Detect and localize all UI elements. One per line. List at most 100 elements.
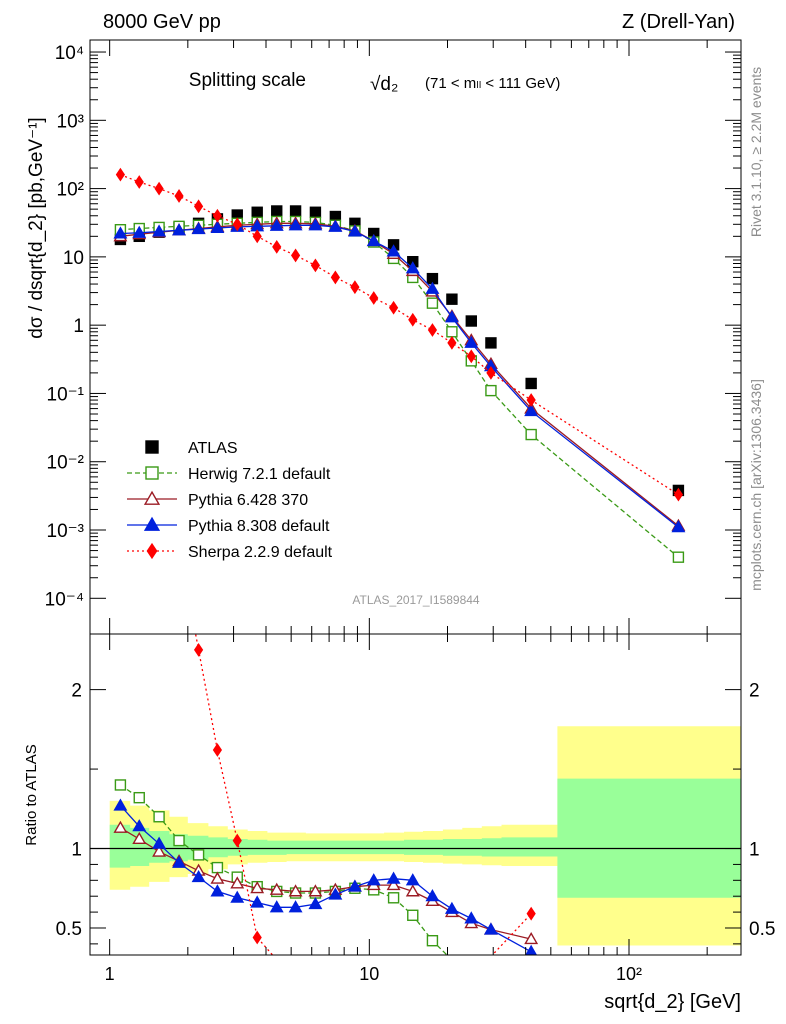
data-point-pythia-8-308-default (152, 224, 167, 237)
ratio-point-pythia-8-308-default (405, 873, 420, 886)
y-tick-label: 10⁴ (55, 43, 84, 64)
rivet-version-label: Rivet 3.1.10, ≥ 2.2M events (748, 67, 764, 237)
data-point-pythia-8-308-default (464, 335, 479, 348)
ratio-point-herwig-7-2-1-default (426, 934, 439, 947)
ratio-point-sherpa-2-2-9-default (193, 642, 204, 657)
data-point-sherpa-2-2-9-default (272, 239, 282, 254)
ratio-point-pythia-8-308-default (525, 944, 538, 955)
ratio-point-herwig-7-2-1-default (153, 811, 165, 823)
y-tick-label: 10⁻⁴ (45, 589, 84, 610)
ratio-point-pythia-8-308-default (191, 869, 206, 883)
ratio-point-sherpa-2-2-9-default (252, 930, 262, 945)
ratio-point-pythia-6-428-370 (269, 882, 284, 895)
data-point-atlas (525, 377, 537, 390)
data-point-pythia-8-308-default (524, 404, 539, 417)
data-point-pythia-8-308-default (113, 226, 128, 239)
ratio-point-sherpa-2-2-9-default (212, 743, 223, 757)
data-point-pythia-8-308-default (671, 520, 686, 533)
x-tick-label: 10² (616, 964, 642, 984)
legend: ATLAS Herwig 7.2.1 default Pythia 6.428 37… (127, 440, 333, 561)
data-point-atlas (251, 206, 263, 218)
ratio-line-herwig-7-2-1-default (120, 784, 448, 955)
data-point-sherpa-2-2-9-default (212, 208, 223, 223)
legend-entry-sherpa-2-2-9-default: Sherpa 2.2.9 default (127, 542, 333, 561)
legend-marker (143, 490, 161, 505)
data-point-sherpa-2-2-9-default (673, 487, 684, 502)
y-tick-label: 10² (57, 180, 84, 201)
legend-marker (145, 440, 159, 454)
plot-subtitle: (71 < mₗₗ < 111 GeV) (425, 75, 560, 92)
legend-label: Herwig 7.2.1 default (188, 466, 331, 483)
ratio-point-pythia-6-428-370 (132, 831, 147, 845)
ratio-series-sherpa-2-2-9-default (193, 634, 536, 955)
data-point-sherpa-2-2-9-default (154, 181, 164, 196)
y-tick-label: 10⁻² (47, 453, 85, 474)
ratio-point-herwig-7-2-1-default (114, 779, 127, 791)
data-point-herwig-7-2-1-default (525, 428, 537, 441)
y-axis-label: dσ / dsqrt{d_2} [pb,GeV⁻¹] (26, 117, 47, 338)
ratio-point-pythia-8-308-default (230, 890, 245, 903)
ratio-y-tick-label-right: 1 (749, 840, 760, 861)
data-point-sherpa-2-2-9-default (447, 335, 457, 350)
ratio-point-herwig-7-2-1-default (133, 791, 145, 804)
header-left: 8000 GeV pp (103, 11, 221, 33)
ratio-plot-frame (89, 633, 742, 956)
data-point-pythia-8-308-default (444, 310, 459, 323)
header-right: Z (Drell-Yan) (622, 11, 735, 33)
ratio-point-pythia-8-308-default (210, 884, 225, 897)
data-point-herwig-7-2-1-default (485, 384, 497, 397)
data-point-pythia-8-308-default (191, 221, 206, 235)
ratio-series-herwig-7-2-1-default (114, 779, 448, 955)
ratio-point-herwig-7-2-1-default (192, 849, 205, 861)
ratio-point-pythia-8-308-default (328, 887, 343, 900)
ratio-y-tick-label-right: 2 (749, 681, 760, 702)
ratio-point-pythia-8-308-default (366, 873, 381, 886)
mcplots-label: mcplots.cern.ch [arXiv:1306.3436] (748, 379, 764, 591)
ratio-y-tick-label: 1 (71, 840, 82, 861)
ratio-point-pythia-6-428-370 (210, 871, 225, 884)
main-panel: 10⁻⁴ 10⁻³ 10⁻² 10⁻¹ 1 10 10² 10³ 10⁴ Splitting s… (26, 39, 742, 635)
analysis-label: ATLAS_2017_I1589844 (352, 593, 480, 607)
data-point-herwig-7-2-1-default (446, 326, 458, 338)
ratio-point-pythia-8-308-default (152, 836, 167, 849)
ratio-point-pythia-8-308-default (288, 900, 303, 913)
legend-entry-pythia-8-308-default: Pythia 8.308 default (127, 516, 330, 535)
data-point-sherpa-2-2-9-default (486, 365, 496, 380)
data-point-sherpa-2-2-9-default (232, 217, 242, 232)
legend-marker (145, 466, 159, 480)
series-line-pythia-8-308-default (120, 224, 679, 528)
ratio-point-pythia-8-308-default (483, 922, 498, 935)
ratio-point-pythia-6-428-370 (152, 844, 167, 857)
data-point-sherpa-2-2-9-default (330, 270, 340, 285)
legend-entry-herwig-7-2-1-default: Herwig 7.2.1 default (127, 466, 331, 483)
legend-label: Pythia 6.428 370 (188, 492, 308, 509)
ratio-point-sherpa-2-2-9-default (232, 833, 242, 848)
plot-title: Splitting scale (189, 70, 306, 91)
x-tick-label: 1 (105, 964, 115, 984)
ratio-point-pythia-6-428-370 (230, 876, 245, 889)
y-tick-label: 10³ (57, 111, 84, 132)
ratio-point-pythia-8-308-default (444, 901, 459, 914)
x-axis-label: sqrt{d_2} [GeV] (604, 991, 741, 1013)
ratio-series-pythia-8-308-default (113, 798, 538, 955)
ratio-point-pythia-8-308-default (132, 819, 147, 832)
data-point-atlas (309, 206, 322, 218)
data-point-pythia-8-308-default (269, 218, 284, 231)
data-point-sherpa-2-2-9-default (193, 199, 204, 214)
legend-entry-pythia-6-428-370: Pythia 6.428 370 (127, 490, 308, 509)
data-point-pythia-8-308-default (288, 218, 303, 231)
data-point-pythia-8-308-default (308, 218, 323, 231)
ratio-point-pythia-6-428-370 (524, 931, 539, 945)
data-point-sherpa-2-2-9-default (369, 291, 379, 305)
ratio-point-pythia-8-308-default (172, 855, 186, 868)
data-point-atlas (289, 205, 302, 217)
data-point-pythia-8-308-default (386, 244, 401, 257)
data-point-sherpa-2-2-9-default (174, 189, 184, 203)
data-point-sherpa-2-2-9-default (252, 229, 262, 244)
ratio-point-pythia-6-428-370 (113, 820, 128, 833)
ratio-point-pythia-8-308-default (113, 798, 128, 811)
series-herwig-7-2-1-default (114, 215, 685, 563)
data-point-pythia-8-308-default (172, 223, 186, 236)
ratio-panel: 1 10 10² 0.5 0.5 1 1 2 2 Ratio to ATLAS sqrt{d_2… (23, 633, 775, 1013)
data-point-atlas (485, 337, 497, 349)
